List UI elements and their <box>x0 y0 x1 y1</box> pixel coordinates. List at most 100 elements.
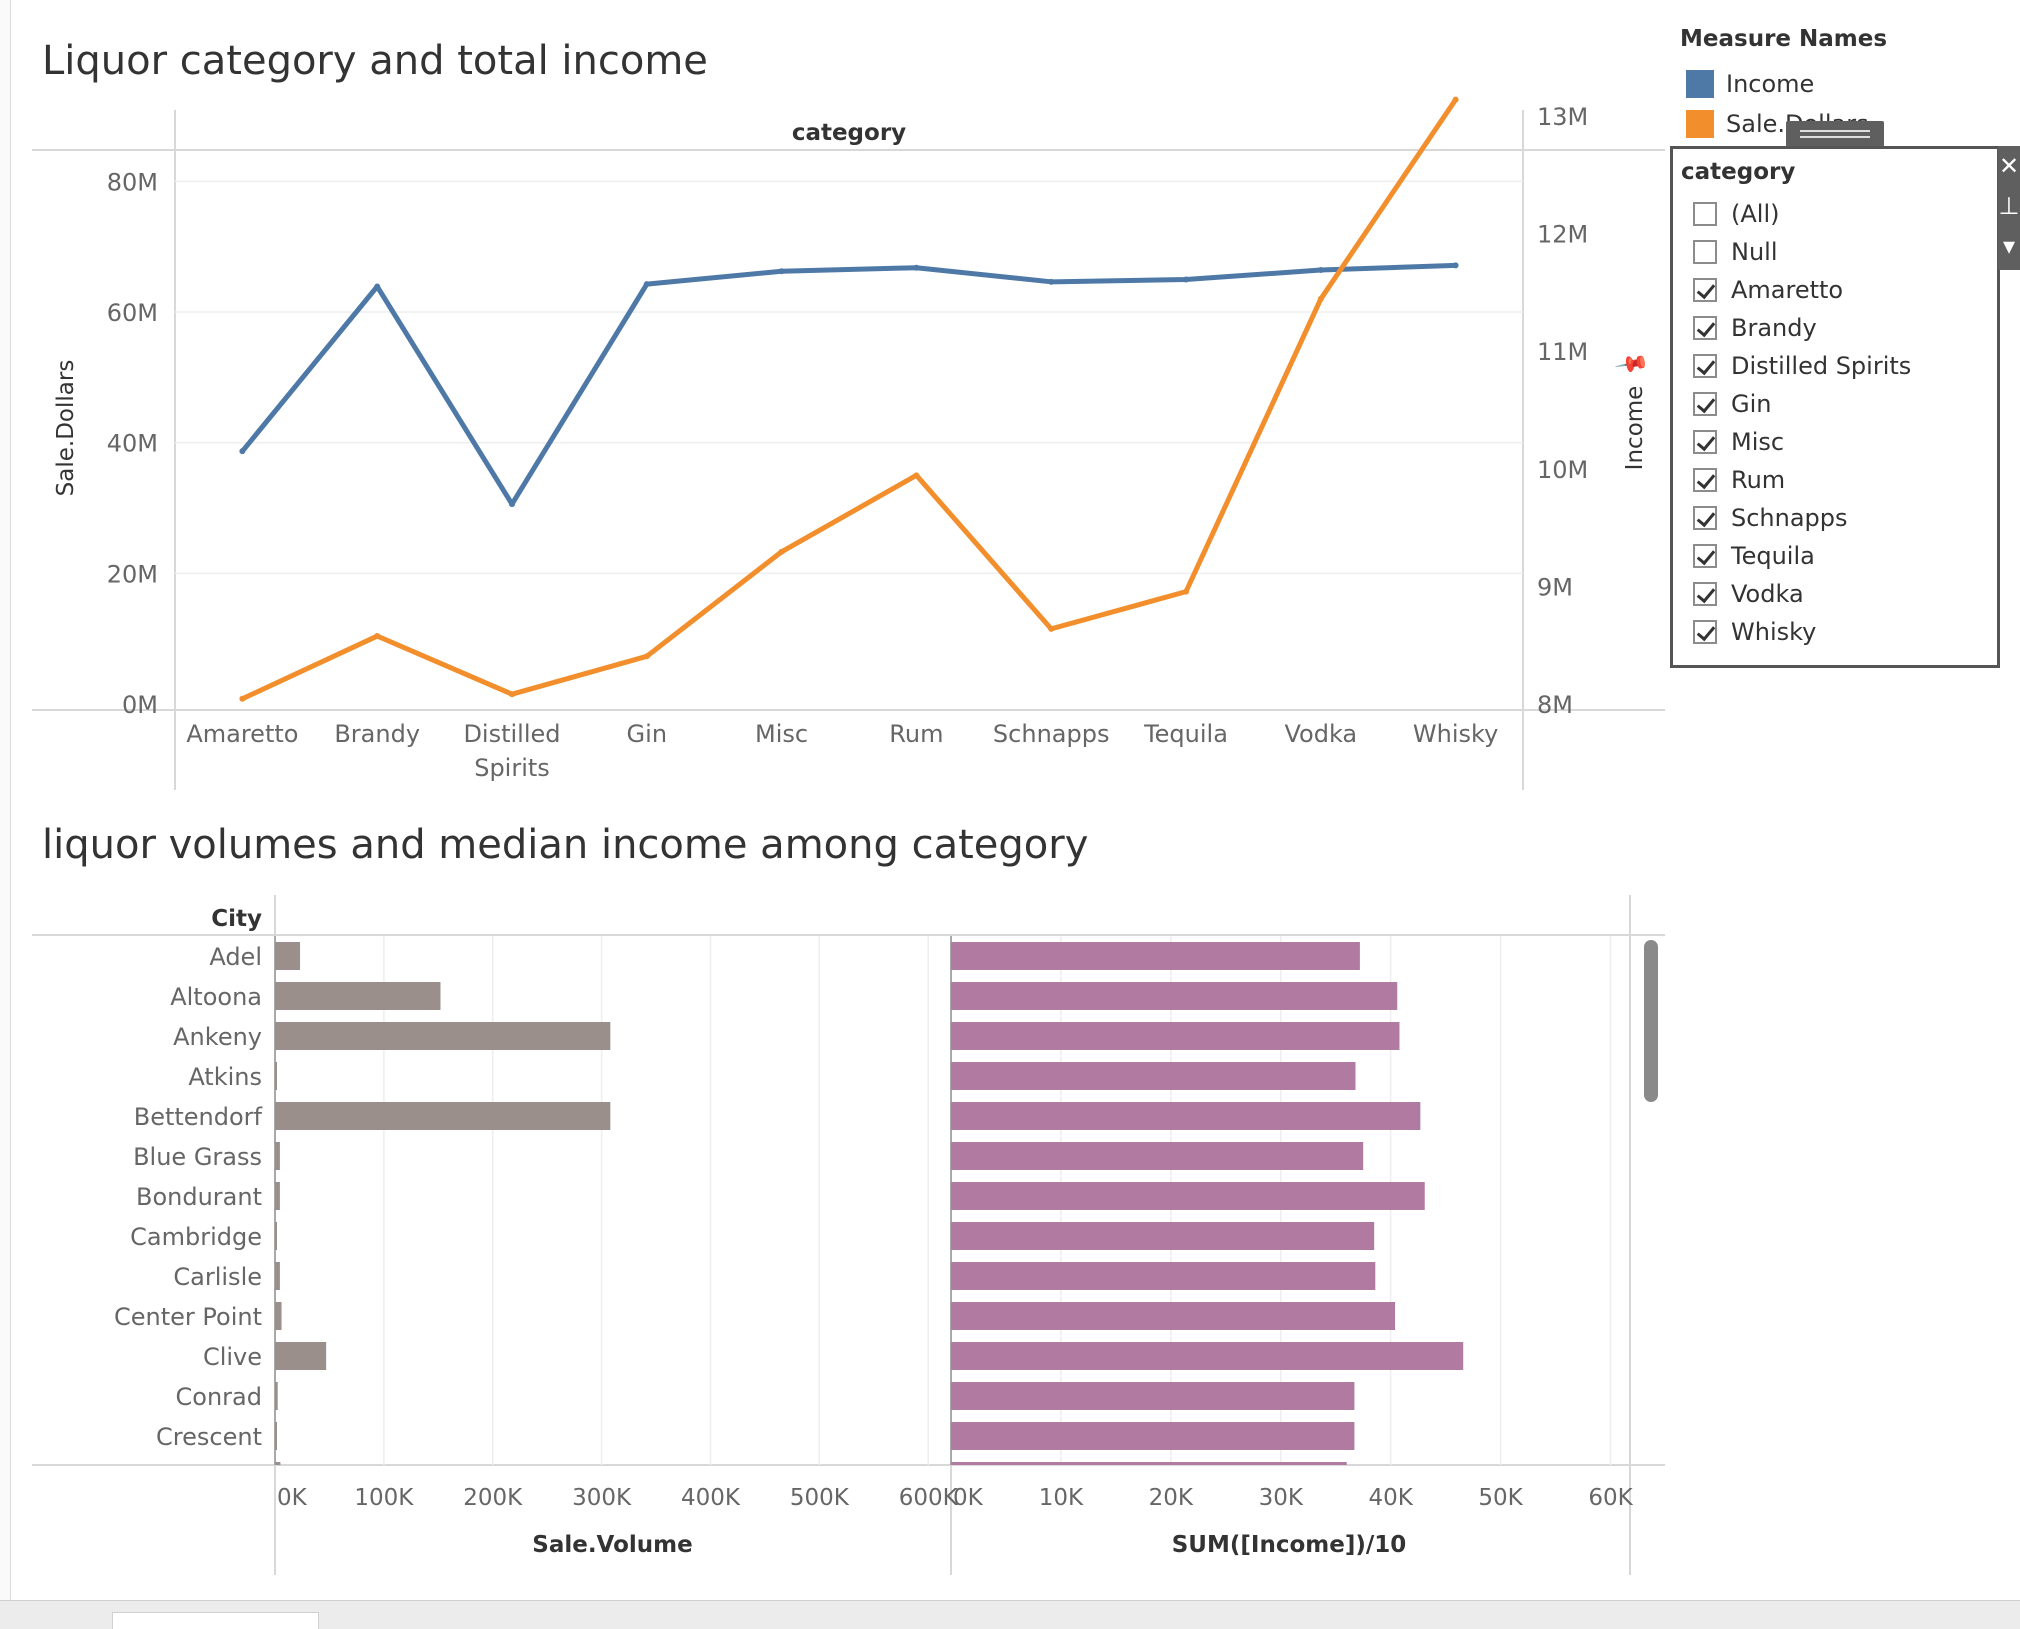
x-tick-label: Amaretto <box>186 720 298 748</box>
sheet-tab[interactable] <box>112 1612 319 1629</box>
y2-tick-label: 12M <box>1537 221 1588 249</box>
bar-sale-volume <box>275 982 441 1010</box>
row-label: Clive <box>203 1343 262 1371</box>
x-tick-label: 40K <box>1368 1485 1413 1511</box>
bar-sale-volume <box>275 942 301 970</box>
x-tick-label: Rum <box>889 720 943 748</box>
checkbox-checked[interactable] <box>1693 506 1717 530</box>
filter-item-label: (All) <box>1731 200 1780 228</box>
filter-item-label: Brandy <box>1731 314 1817 342</box>
checkbox-unchecked[interactable] <box>1693 202 1717 226</box>
checkbox-checked[interactable] <box>1693 316 1717 340</box>
bar-partial-row <box>951 1462 1347 1465</box>
filter-item[interactable]: Gin <box>1673 385 1997 423</box>
pin-icon[interactable]: ⊥ <box>1998 192 2020 220</box>
x-tick-label: 600K <box>899 1485 959 1511</box>
x-tick-label-line: Schnapps <box>993 720 1110 748</box>
x-tick-label: Distilled Spirits <box>463 720 560 782</box>
filter-item-label: Gin <box>1731 390 1772 418</box>
x-tick-label: Brandy <box>334 720 420 748</box>
filter-item[interactable]: Amaretto <box>1673 271 1997 309</box>
left-edge-panel <box>0 0 11 1600</box>
checkbox-checked[interactable] <box>1693 582 1717 606</box>
filter-item[interactable]: Whisky <box>1673 613 1997 651</box>
data-point <box>913 472 920 479</box>
legend-swatch <box>1686 110 1714 138</box>
row-label: Conrad <box>176 1383 262 1411</box>
x-tick-label: Whisky <box>1413 720 1498 748</box>
filter-item[interactable]: Tequila <box>1673 537 1997 575</box>
x-tick-label-line: Whisky <box>1413 720 1498 748</box>
data-point <box>778 268 785 275</box>
filter-toolbar: ✕ ⊥ ▾ <box>1998 146 2020 270</box>
filter-item[interactable]: Rum <box>1673 461 1997 499</box>
row-label: Adel <box>209 943 262 971</box>
bar-sale-volume <box>275 1422 277 1450</box>
x-tick-label: Vodka <box>1284 720 1357 748</box>
checkbox-checked[interactable] <box>1693 392 1717 416</box>
x-tick-label-line: Brandy <box>334 720 420 748</box>
checkbox-unchecked[interactable] <box>1693 240 1717 264</box>
x-tick-label-line: Rum <box>889 720 943 748</box>
x-tick-label: 300K <box>572 1485 632 1511</box>
bar-sum-income- <box>951 1142 1364 1170</box>
bar-sale-volume <box>275 1142 280 1170</box>
row-label: Carlisle <box>173 1263 262 1291</box>
x-tick-label: 10K <box>1039 1485 1084 1511</box>
y2-tick-label: 11M <box>1537 338 1588 366</box>
data-point <box>913 264 920 271</box>
checkbox-checked[interactable] <box>1693 620 1717 644</box>
row-label: Ankeny <box>173 1023 262 1051</box>
filter-item[interactable]: Misc <box>1673 423 1997 461</box>
x-tick-label: 0K <box>277 1485 308 1511</box>
checkbox-checked[interactable] <box>1693 430 1717 454</box>
dropdown-menu-icon[interactable]: ▾ <box>2002 232 2016 260</box>
filter-item[interactable]: Distilled Spirits <box>1673 347 1997 385</box>
data-point <box>374 633 381 640</box>
data-point <box>643 281 650 288</box>
vertical-scrollbar[interactable] <box>1644 940 1658 1102</box>
y-tick-label: 0M <box>122 691 158 719</box>
filter-item-label: Tequila <box>1731 542 1815 570</box>
bar-sum-income- <box>951 1422 1355 1450</box>
legend-item-income[interactable]: Income <box>1680 64 2000 104</box>
series-line-income <box>239 262 1459 507</box>
data-point <box>239 448 246 455</box>
data-point <box>1048 278 1055 285</box>
bar-sale-volume <box>275 1382 278 1410</box>
row-label: Bettendorf <box>134 1103 263 1131</box>
row-label: Atkins <box>188 1063 262 1091</box>
data-point <box>1183 588 1189 595</box>
y-axis-title: Sale.Dollars <box>53 360 79 497</box>
data-point <box>778 548 785 555</box>
checkbox-checked[interactable] <box>1693 544 1717 568</box>
checkbox-checked[interactable] <box>1693 468 1717 492</box>
x-tick-label: Schnapps <box>993 720 1110 748</box>
filter-item[interactable]: Brandy <box>1673 309 1997 347</box>
chart1-column-header: category <box>792 120 906 146</box>
x-tick-label: 60K <box>1588 1485 1633 1511</box>
checkbox-checked[interactable] <box>1693 278 1717 302</box>
y-tick-label: 80M <box>107 168 158 196</box>
row-label: Altoona <box>170 983 262 1011</box>
bar-sum-income- <box>951 1022 1400 1050</box>
filter-item-label: Misc <box>1731 428 1785 456</box>
x-tick-label-line: Distilled <box>463 720 560 748</box>
filter-item-label: Amaretto <box>1731 276 1844 304</box>
row-label: Blue Grass <box>133 1143 262 1171</box>
filter-drag-handle[interactable] <box>1786 121 1884 147</box>
sheet-tab-bar <box>0 1600 2020 1629</box>
filter-item[interactable]: Vodka <box>1673 575 1997 613</box>
filter-item[interactable]: Null <box>1673 233 1997 271</box>
data-point <box>239 695 246 702</box>
line-chart: category 0M 20M 40M 60M 80M 8M 9M 10M 11M 12M 13M Sa… <box>32 96 1665 790</box>
data-point <box>509 501 515 508</box>
x-tick-label-line: Misc <box>755 720 808 748</box>
filter-item[interactable]: Schnapps <box>1673 499 1997 537</box>
checkbox-checked[interactable] <box>1693 354 1717 378</box>
bar-sale-volume <box>275 1102 611 1130</box>
filter-item[interactable]: (All) <box>1673 195 1997 233</box>
close-icon[interactable]: ✕ <box>1998 152 2020 180</box>
x-tick-label: 500K <box>790 1485 850 1511</box>
legend-title: Measure Names <box>1680 26 1888 52</box>
